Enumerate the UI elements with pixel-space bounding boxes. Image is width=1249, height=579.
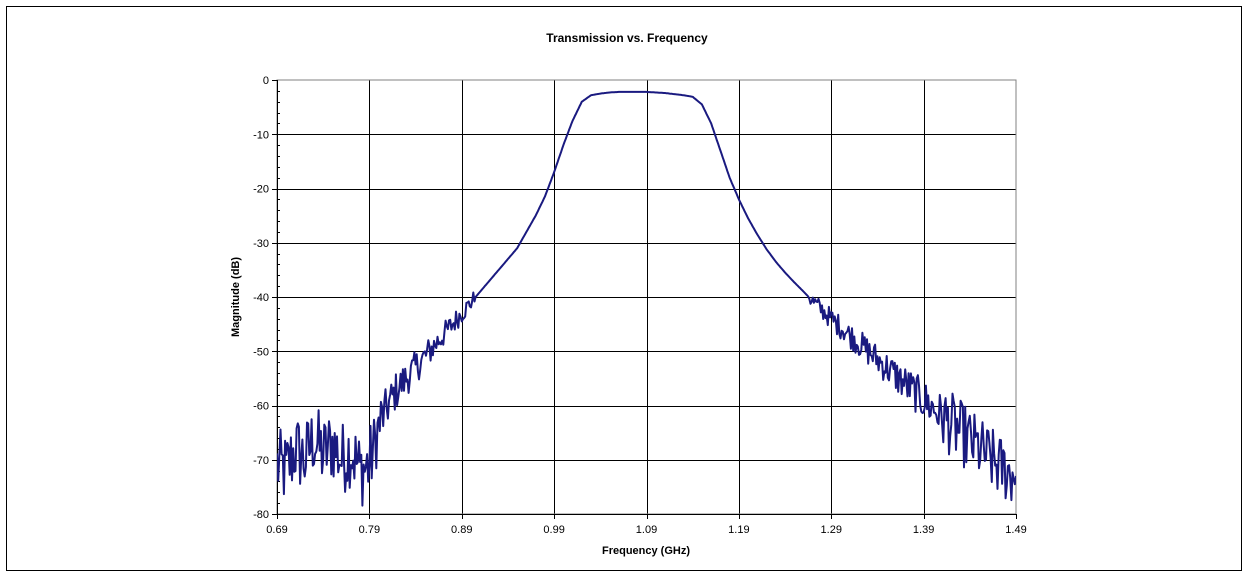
series-layer (277, 90, 1016, 507)
y-tick-label: -70 (253, 455, 269, 467)
x-tick-label: 1.19 (728, 524, 749, 536)
y-tick-label: -20 (253, 184, 269, 196)
chart-title: Transmission vs. Frequency (546, 31, 708, 45)
x-tick-label: 1.29 (821, 524, 842, 536)
x-tick-label: 0.99 (543, 524, 564, 536)
chart-frame (6, 6, 1242, 571)
x-tick-label: 1.49 (1005, 524, 1026, 536)
x-axis-label: Frequency (GHz) (602, 545, 690, 557)
grid (277, 80, 1016, 514)
y-tick-label: -50 (253, 346, 269, 358)
axis-ticks: 0.69 0.79 0.89 0.99 1.09 1.19 1.29 1.39 1.49 0 -10… (253, 75, 1027, 536)
y-tick-label: -30 (253, 238, 269, 250)
y-axis-label: Magnitude (dB) (230, 257, 242, 337)
y-tick-label: -60 (253, 401, 269, 413)
y-tick-label: -40 (253, 292, 269, 304)
y-tick-label: -10 (253, 129, 269, 141)
x-tick-label: 1.39 (913, 524, 934, 536)
series-line (277, 90, 1016, 507)
y-tick-label: 0 (263, 75, 269, 87)
y-tick-label: -80 (253, 509, 269, 521)
x-tick-label: 1.09 (636, 524, 657, 536)
x-tick-label: 0.89 (451, 524, 472, 536)
x-tick-label: 0.79 (359, 524, 380, 536)
x-tick-label: 0.69 (266, 524, 287, 536)
